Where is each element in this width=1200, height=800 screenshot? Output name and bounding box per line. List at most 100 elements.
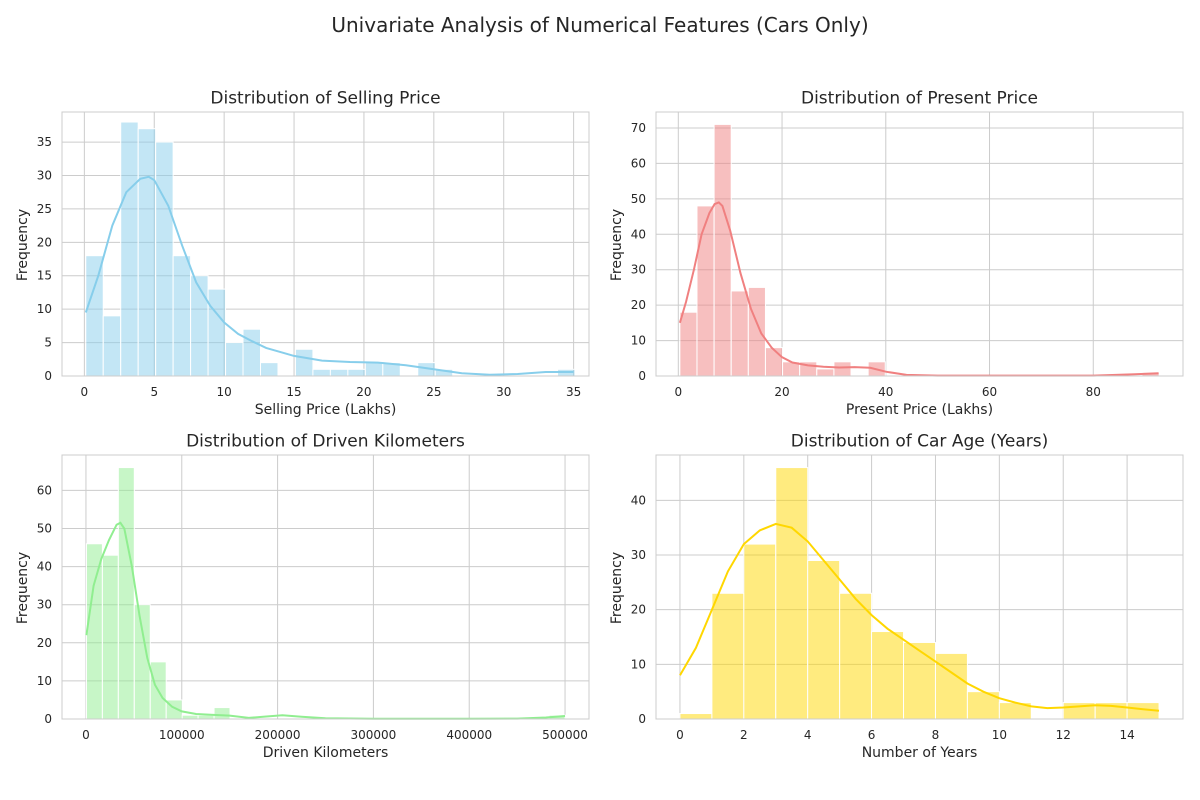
driven-kilometers-bar-2 xyxy=(117,467,135,720)
car-age-xtick-label-4: 8 xyxy=(932,728,940,742)
car-age-bar-7 xyxy=(903,641,936,720)
selling-price-bar-7 xyxy=(207,288,227,377)
panel-driven-kilometers-xlabel: Driven Kilometers xyxy=(263,745,389,761)
driven-kilometers-ytick-label-0: 0 xyxy=(44,712,52,726)
car-age-ytick-label-3: 30 xyxy=(631,548,646,562)
driven-kilometers-ytick-label-3: 30 xyxy=(37,598,52,612)
panel-present-price-title: Distribution of Present Price xyxy=(801,89,1038,109)
driven-kilometers-ytick-label-4: 40 xyxy=(37,560,52,574)
selling-price-axes-frame xyxy=(61,111,590,377)
present-price-xtick-label-3: 60 xyxy=(982,385,997,399)
driven-kilometers-ytick-label-5: 50 xyxy=(37,522,52,536)
selling-price-bar-13 xyxy=(312,368,331,377)
panel-car-age: 0 2 4 6 8 10 12 14 0 10 20 30 40 Distribution of Car… xyxy=(609,432,1184,761)
car-age-xtick-label-7: 14 xyxy=(1119,728,1134,742)
car-age-bar-6 xyxy=(871,631,905,720)
selling-price-bar-14 xyxy=(329,368,349,377)
selling-price-ytick-label-7: 35 xyxy=(37,135,52,149)
selling-price-ytick-label-6: 30 xyxy=(37,168,52,182)
selling-price-bar-15 xyxy=(347,368,366,377)
present-price-ytick-label-5: 50 xyxy=(631,192,646,206)
present-price-axes-frame xyxy=(655,111,1184,377)
present-price-ytick-label-4: 40 xyxy=(631,227,646,241)
present-price-bar-5 xyxy=(764,347,784,377)
car-age-bar-4 xyxy=(807,559,841,720)
panel-car-age-xlabel: Number of Years xyxy=(862,745,978,761)
car-age-bar-3 xyxy=(775,467,809,720)
panel-driven-kilometers-title: Distribution of Driven Kilometers xyxy=(186,432,465,452)
car-age-xtick-label-3: 6 xyxy=(868,728,876,742)
selling-price-xtick-label-2: 10 xyxy=(217,385,232,399)
present-price-xtick-label-2: 40 xyxy=(878,385,893,399)
car-age-bar-5 xyxy=(839,592,873,720)
driven-kilometers-xtick-label-4: 400000 xyxy=(446,728,492,742)
driven-kilometers-ytick-label-1: 10 xyxy=(37,674,52,688)
figure-title: Univariate Analysis of Numerical Feature… xyxy=(331,13,868,37)
present-price-bar-4 xyxy=(747,286,766,377)
selling-price-bar-6 xyxy=(190,275,209,377)
driven-kilometers-xtick-label-1: 100000 xyxy=(159,728,205,742)
selling-price-ytick-label-2: 10 xyxy=(37,302,52,316)
driven-kilometers-bar-0 xyxy=(85,543,103,720)
panel-selling-price: 0 5 10 15 20 25 30 35 0 5 10 15 20 25 30 35 Distributio… xyxy=(15,89,590,418)
panel-driven-kilometers: 0 100000 200000 300000 400000 500000 0 10 20 30 40… xyxy=(15,432,590,761)
selling-price-xtick-label-7: 35 xyxy=(566,385,581,399)
selling-price-ytick-label-1: 5 xyxy=(44,336,52,350)
selling-price-bar-1 xyxy=(102,315,122,377)
car-age-axes-frame xyxy=(655,454,1184,720)
driven-kilometers-xtick-label-3: 300000 xyxy=(351,728,397,742)
selling-price-xtick-label-5: 25 xyxy=(426,385,441,399)
present-price-ytick-label-3: 30 xyxy=(631,263,646,277)
car-age-xtick-label-1: 2 xyxy=(740,728,748,742)
present-price-bar-1 xyxy=(696,205,715,377)
panel-present-price: 0 20 40 60 80 0 10 20 30 40 50 60 70 Distribution of… xyxy=(609,89,1184,418)
panel-driven-kilometers-plot: 0 100000 200000 300000 400000 500000 0 10 20 30 40… xyxy=(37,454,590,742)
car-age-xtick-label-2: 4 xyxy=(804,728,812,742)
car-age-ytick-label-4: 40 xyxy=(631,493,646,507)
selling-price-kde-line xyxy=(84,175,574,376)
present-price-xtick-label-4: 80 xyxy=(1086,385,1101,399)
driven-kilometers-ytick-label-6: 60 xyxy=(37,483,52,497)
present-price-bar-9 xyxy=(833,361,852,377)
car-age-ytick-label-2: 20 xyxy=(631,603,646,617)
driven-kilometers-kde-line xyxy=(85,521,566,720)
driven-kilometers-xtick-label-5: 500000 xyxy=(542,728,588,742)
present-price-bar-8 xyxy=(816,368,835,377)
selling-price-bar-5 xyxy=(172,255,192,377)
selling-price-bar-10 xyxy=(259,362,279,377)
car-age-xtick-label-5: 10 xyxy=(992,728,1007,742)
selling-price-xtick-label-4: 20 xyxy=(356,385,371,399)
driven-kilometers-axes-frame xyxy=(61,454,590,720)
panel-selling-price-xlabel: Selling Price (Lakhs) xyxy=(255,402,397,418)
present-price-ytick-label-2: 20 xyxy=(631,298,646,312)
car-age-ytick-label-1: 10 xyxy=(631,657,646,671)
selling-price-xtick-label-1: 5 xyxy=(150,385,158,399)
panel-present-price-xlabel: Present Price (Lakhs) xyxy=(846,402,993,418)
driven-kilometers-xtick-label-2: 200000 xyxy=(255,728,301,742)
selling-price-ytick-label-0: 0 xyxy=(44,369,52,383)
selling-price-bar-2 xyxy=(120,121,139,377)
car-age-ytick-label-0: 0 xyxy=(638,712,646,726)
present-price-ytick-label-6: 60 xyxy=(631,156,646,170)
panel-present-price-plot: 0 20 40 60 80 0 10 20 30 40 50 60 70 xyxy=(631,111,1184,399)
panel-selling-price-title: Distribution of Selling Price xyxy=(210,89,440,109)
car-age-xtick-label-6: 12 xyxy=(1056,728,1071,742)
driven-kilometers-bar-6 xyxy=(181,714,199,720)
driven-kilometers-ytick-label-2: 20 xyxy=(37,636,52,650)
car-age-bar-2 xyxy=(743,543,777,720)
selling-price-bar-9 xyxy=(242,328,261,377)
selling-price-ytick-label-5: 25 xyxy=(37,202,52,216)
panel-car-age-plot: 0 2 4 6 8 10 12 14 0 10 20 30 40 xyxy=(631,454,1184,742)
selling-price-ytick-label-3: 15 xyxy=(37,269,52,283)
selling-price-bar-4 xyxy=(155,141,174,377)
car-age-xtick-label-0: 0 xyxy=(676,728,684,742)
panel-driven-kilometers-ylabel: Frequency xyxy=(15,552,31,624)
present-price-xtick-label-0: 0 xyxy=(674,385,682,399)
present-price-xtick-label-1: 20 xyxy=(774,385,789,399)
selling-price-bar-16 xyxy=(364,362,384,377)
panel-car-age-ylabel: Frequency xyxy=(609,552,625,624)
selling-price-ytick-label-4: 20 xyxy=(37,235,52,249)
selling-price-xtick-label-6: 30 xyxy=(496,385,511,399)
selling-price-xtick-label-3: 15 xyxy=(286,385,301,399)
